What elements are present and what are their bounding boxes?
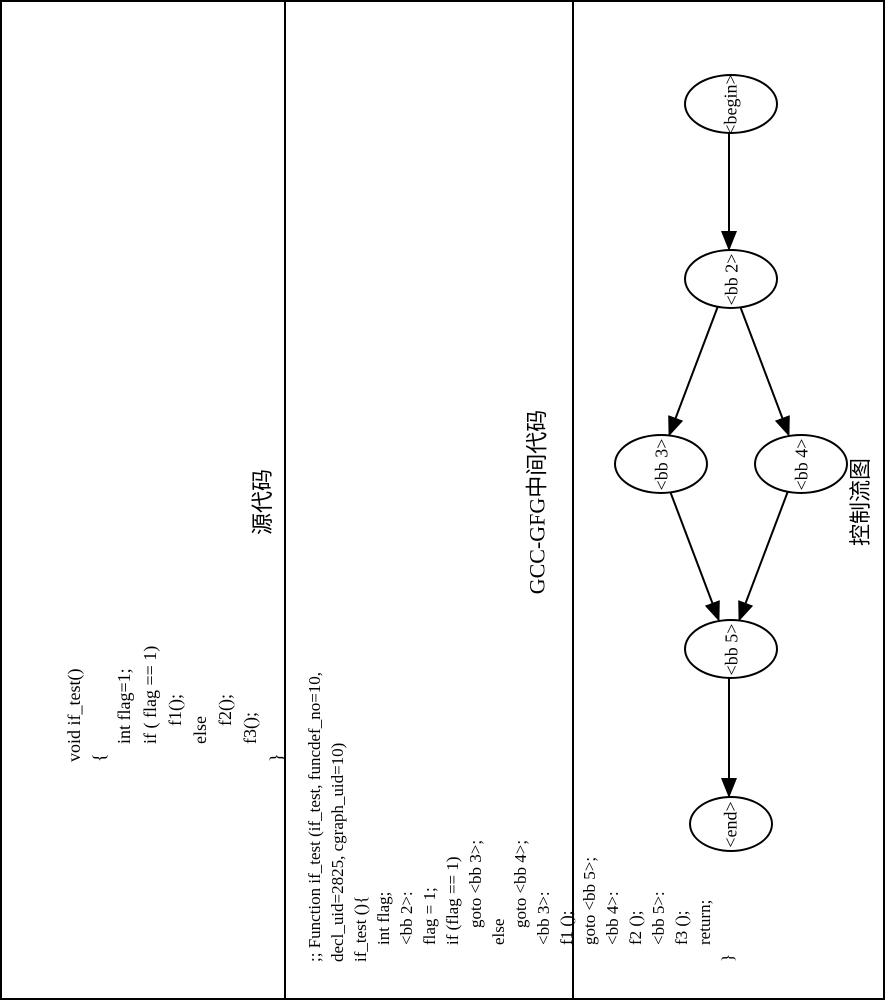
flow-node-bb4: <bb 4> [754,434,848,494]
flow-node-label: <bb 5> [721,623,742,675]
flow-edge [740,489,789,619]
flow-edge [740,304,789,434]
flow-node-begin: <begin> [684,74,778,134]
panel-intermediate: ;; Function if_test (if_test, funcdef_no… [286,2,575,998]
panel-source: void if_test() { int flag=1; if ( flag =… [2,2,286,998]
caption-intermediate: GCC-GFG中间代码 [519,410,551,595]
caption-flow: 控制流图 [843,458,875,546]
flow-node-end: <end> [689,796,773,852]
source-code-block: void if_test() { int flag=1; if ( flag =… [62,646,289,762]
figure-container: void if_test() { int flag=1; if ( flag =… [0,0,885,1000]
flow-node-bb2: <bb 2> [684,249,778,309]
flow-node-label: <bb 3> [651,438,672,490]
flow-node-bb3: <bb 3> [614,434,708,494]
panel-flowchart: 控制流图 <begin> <bb 2> <bb 3> <bb 4> <bb 5> <end… [574,2,883,998]
flow-node-label: <end> [721,801,742,847]
flow-node-label: <bb 4> [791,438,812,490]
flow-node-label: <bb 2> [721,253,742,305]
flow-edge [670,489,719,619]
flow-node-bb5: <bb 5> [684,619,778,679]
flow-node-label: <begin> [721,74,742,134]
flow-edge [670,304,719,434]
caption-source: 源代码 [245,469,277,535]
